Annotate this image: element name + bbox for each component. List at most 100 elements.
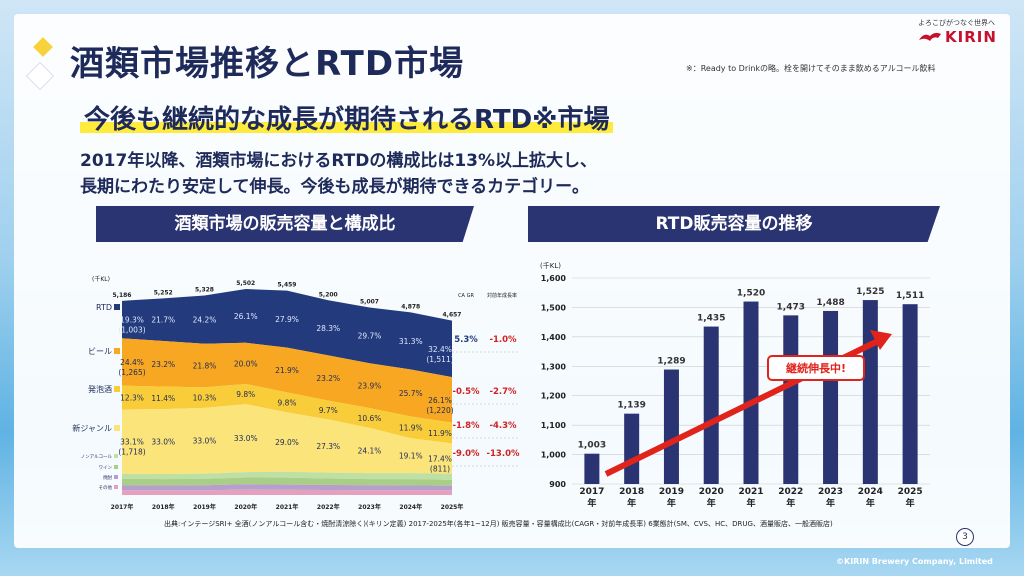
segment-label: 23.2% [316, 374, 340, 383]
segment-label: 21.8% [193, 362, 217, 371]
segment-label: 26.1% [428, 396, 452, 405]
bar-value-label: 1,488 [816, 298, 844, 308]
y-tick-label: 1,200 [541, 392, 567, 401]
segment-volume-last: (1,511) [426, 355, 453, 364]
cagr-value: -0.5% [452, 387, 480, 397]
growth-arrow-head [870, 330, 892, 350]
x-tick-suffix: 年 [866, 497, 875, 509]
bar-value-label: 1,139 [617, 401, 645, 411]
legend-swatch [114, 425, 120, 431]
segment-label: 24.4% [120, 358, 144, 367]
x-tick-suffix: 年 [587, 497, 596, 509]
description-line-2: 長期にわたり安定して伸長。今後も成長が期待できるカテゴリー。 [80, 177, 589, 197]
segment-label: 11.9% [428, 429, 452, 438]
segment-label: 9.8% [236, 390, 255, 399]
y-tick-label: 900 [549, 480, 566, 489]
x-tick-year: 2024 [858, 487, 883, 497]
cagr-value: -1.8% [452, 421, 480, 431]
segment-label: 19.3% [120, 316, 144, 325]
total-label: 5,200 [319, 291, 338, 298]
segment-label: 27.3% [316, 442, 340, 451]
segment-volume-last: (1,220) [426, 406, 453, 415]
right-y-unit: (千KL) [540, 261, 561, 270]
total-label: 4,878 [401, 303, 420, 310]
legend-swatch [114, 475, 118, 479]
total-label: 5,007 [360, 299, 379, 306]
x-tick-suffix: 年 [627, 497, 636, 509]
y-tick-label: 1,400 [541, 333, 567, 342]
segment-label: 9.8% [277, 398, 296, 407]
x-tick-year: 2021 [738, 487, 763, 497]
segment-label: 21.9% [275, 366, 299, 375]
segment-label: 29.7% [358, 331, 382, 340]
page-number: 3 [956, 528, 974, 546]
segment-label: 20.0% [234, 359, 258, 368]
area-ノンアルコール [122, 471, 452, 480]
cagr-value: -9.0% [452, 449, 480, 459]
cagr-header: CA GR [458, 293, 474, 299]
bar [743, 301, 759, 484]
kirin-logo: よろこびがつなぐ世界へ KIRIN [918, 18, 1008, 48]
segment-label: 24.1% [358, 446, 382, 455]
kirin-emblem-icon [919, 32, 941, 41]
left-chart-header: 酒類市場の販売容量と構成比 [96, 206, 474, 242]
copyright: ©KIRIN Brewery Company, Limited [836, 557, 993, 566]
y-tick-label: 1,000 [541, 451, 567, 460]
bar-value-label: 1,289 [657, 357, 685, 367]
segment-label: 27.9% [275, 315, 299, 324]
x-tick-year: 2017 [579, 487, 604, 497]
legend-swatch [114, 485, 118, 489]
right-chart-header: RTD販売容量の推移 [528, 206, 940, 242]
x-tick-label: 2023年 [358, 503, 381, 511]
x-tick-label: 2021年 [276, 503, 299, 511]
bar-value-label: 1,525 [856, 287, 884, 297]
x-tick-year: 2018 [619, 487, 644, 497]
x-tick-label: 2025年 [441, 503, 464, 511]
x-tick-label: 2024年 [399, 503, 422, 511]
total-label: 5,502 [236, 280, 255, 287]
bar [584, 453, 600, 484]
segment-label: 9.7% [319, 406, 338, 415]
segment-label: 32.4% [428, 345, 452, 354]
x-tick-suffix: 年 [906, 497, 915, 509]
legend-焼酎: 焼酎 [103, 474, 112, 481]
x-tick-label: 2017年 [111, 503, 134, 511]
area-発泡酒 [122, 383, 452, 444]
segment-label: 11.4% [151, 394, 175, 403]
segment-label: 33.1% [120, 438, 144, 447]
segment-label: 21.7% [151, 316, 175, 325]
segment-label: 10.6% [358, 414, 382, 423]
bar [902, 304, 918, 484]
legend-ワイン: ワイン [99, 465, 113, 471]
x-tick-year: 2019 [659, 487, 684, 497]
x-tick-label: 2018年 [152, 503, 175, 511]
logo-brand: KIRIN [945, 28, 997, 46]
cagr-value: 5.3% [454, 335, 478, 345]
legend-RTD: RTD [96, 303, 112, 312]
segment-label: 29.0% [275, 438, 299, 447]
x-tick-label: 2019年 [193, 503, 216, 511]
legend-新ジャンル: 新ジャンル [72, 423, 112, 433]
legend-swatch [114, 454, 118, 458]
area-その他 [122, 489, 452, 495]
area-ワイン [122, 477, 452, 486]
x-tick-suffix: 年 [667, 497, 676, 509]
segment-volume-first: (1,265) [118, 368, 145, 377]
legend-swatch [114, 465, 118, 469]
x-tick-label: 2022年 [317, 503, 340, 511]
bar [703, 326, 719, 484]
segment-volume-first: (1,718) [118, 448, 145, 457]
segment-label: 19.1% [399, 452, 423, 461]
x-tick-year: 2025 [898, 487, 923, 497]
y-tick-label: 1,100 [541, 421, 567, 430]
segment-label: 10.3% [193, 394, 217, 403]
segment-volume-last: (811) [430, 465, 450, 474]
area-ビール [122, 338, 452, 423]
area-RTD [122, 289, 452, 378]
bar [663, 369, 679, 484]
legend-その他: その他 [99, 484, 113, 491]
total-label: 5,252 [154, 289, 173, 296]
rtd-footnote: ※：Ready to Drinkの略。栓を開けてそのまま飲めるアルコール飲料 [686, 64, 936, 73]
bar-value-label: 1,003 [578, 441, 606, 451]
